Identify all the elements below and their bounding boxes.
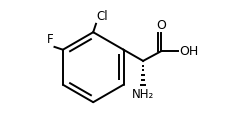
Text: O: O [156, 18, 166, 32]
Text: OH: OH [179, 45, 198, 58]
Text: F: F [47, 33, 54, 46]
Text: NH₂: NH₂ [132, 88, 154, 101]
Text: Cl: Cl [97, 10, 108, 23]
